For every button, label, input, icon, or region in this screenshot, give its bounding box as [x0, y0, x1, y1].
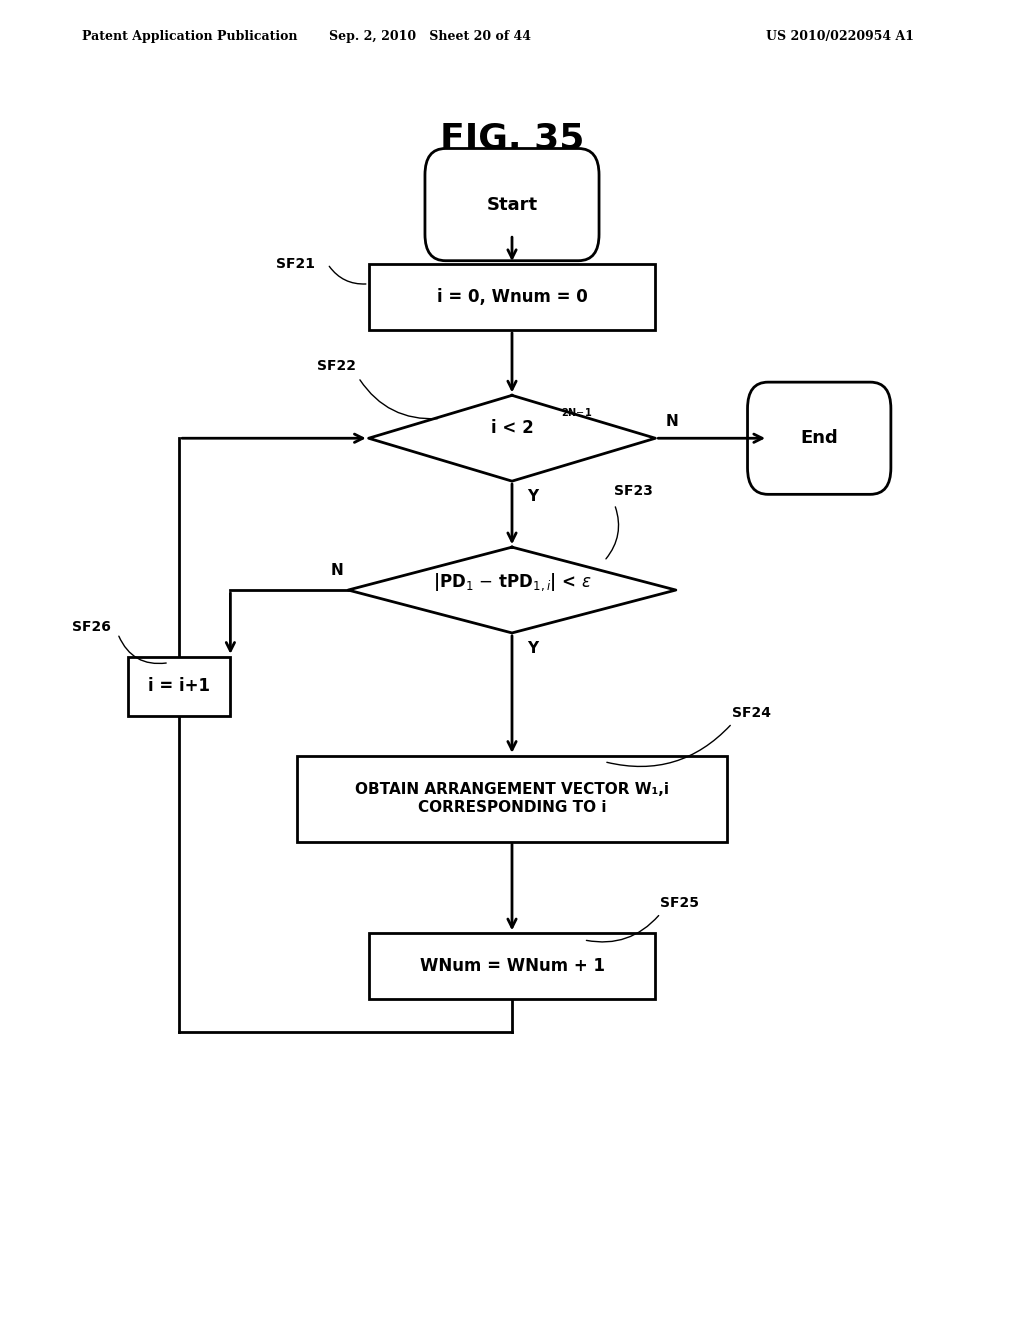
- Text: Patent Application Publication: Patent Application Publication: [82, 30, 297, 44]
- Text: SF22: SF22: [317, 359, 356, 372]
- Text: N: N: [331, 562, 343, 578]
- Text: Start: Start: [486, 195, 538, 214]
- FancyBboxPatch shape: [425, 149, 599, 261]
- Text: SF25: SF25: [660, 896, 699, 909]
- Text: Sep. 2, 2010   Sheet 20 of 44: Sep. 2, 2010 Sheet 20 of 44: [329, 30, 531, 44]
- Text: i < 2: i < 2: [490, 418, 534, 437]
- Bar: [369, 933, 655, 999]
- Polygon shape: [348, 546, 676, 632]
- Text: SF26: SF26: [72, 620, 111, 634]
- Text: FIG. 35: FIG. 35: [440, 121, 584, 156]
- Text: SF21: SF21: [276, 257, 315, 271]
- FancyBboxPatch shape: [748, 383, 891, 494]
- Text: Y: Y: [527, 490, 539, 504]
- Text: |PD$_1$ $-$ tPD$_{1,i}$| < $\varepsilon$: |PD$_1$ $-$ tPD$_{1,i}$| < $\varepsilon$: [432, 572, 592, 593]
- Text: N: N: [666, 413, 678, 429]
- Text: WNum = WNum + 1: WNum = WNum + 1: [420, 957, 604, 975]
- Text: OBTAIN ARRANGEMENT VECTOR W₁,i
CORRESPONDING TO i: OBTAIN ARRANGEMENT VECTOR W₁,i CORRESPON…: [355, 783, 669, 814]
- Text: i = i+1: i = i+1: [148, 677, 210, 696]
- Text: 2N$-$1: 2N$-$1: [561, 405, 593, 418]
- Text: End: End: [801, 429, 838, 447]
- Text: SF24: SF24: [732, 706, 771, 719]
- Text: SF23: SF23: [614, 484, 653, 498]
- Bar: [128, 657, 230, 715]
- Text: Y: Y: [527, 642, 539, 656]
- Text: US 2010/0220954 A1: US 2010/0220954 A1: [766, 30, 913, 44]
- Bar: [369, 264, 655, 330]
- Polygon shape: [369, 396, 655, 480]
- Text: i = 0, Wnum = 0: i = 0, Wnum = 0: [436, 288, 588, 306]
- Bar: [297, 755, 727, 842]
